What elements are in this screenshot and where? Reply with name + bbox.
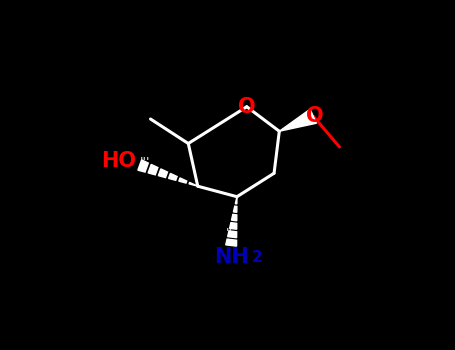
Polygon shape (148, 164, 158, 175)
Polygon shape (158, 169, 167, 177)
Text: O: O (238, 97, 256, 117)
Text: ''': ''' (140, 156, 151, 169)
Text: O: O (306, 106, 324, 126)
Polygon shape (230, 223, 237, 229)
Polygon shape (233, 206, 237, 212)
Polygon shape (279, 109, 316, 131)
Text: HO: HO (101, 151, 136, 171)
Polygon shape (232, 215, 237, 221)
Polygon shape (228, 231, 237, 238)
Text: 2: 2 (251, 250, 262, 265)
Polygon shape (226, 239, 237, 246)
Polygon shape (168, 173, 177, 180)
Text: '': '' (226, 228, 233, 240)
Polygon shape (138, 160, 148, 172)
Polygon shape (189, 182, 196, 186)
Polygon shape (179, 178, 187, 183)
Polygon shape (235, 198, 237, 204)
Text: NH: NH (214, 247, 248, 267)
